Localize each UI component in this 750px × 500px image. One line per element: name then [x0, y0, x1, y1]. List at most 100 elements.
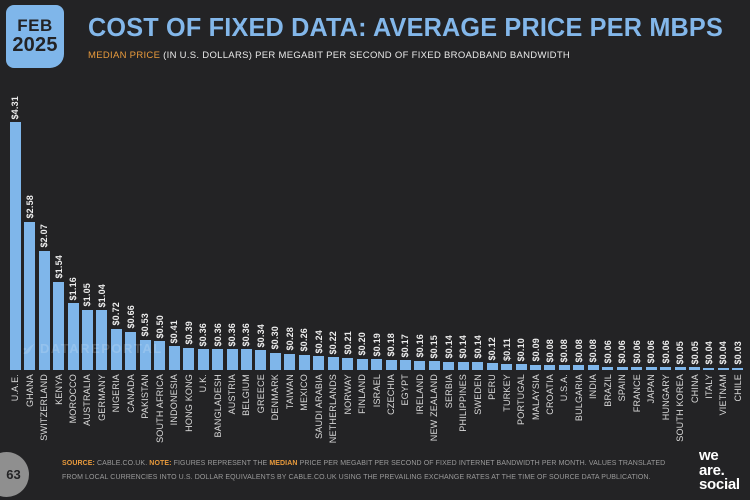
- category-column: MEXICO: [297, 374, 311, 460]
- date-badge: FEB 2025: [6, 5, 64, 68]
- bar-column: $0.18: [384, 92, 398, 370]
- category-column: INDONESIA: [167, 374, 181, 460]
- category-label: BANGLADESH: [212, 374, 223, 438]
- category-label: GHANA: [24, 374, 35, 408]
- note-before: FIGURES REPRESENT THE: [171, 460, 270, 467]
- bar: [24, 221, 36, 370]
- bar-column: $2.07: [37, 92, 51, 370]
- watermark-text: DATAREPORTAL: [40, 341, 163, 356]
- category-label: DENMARK: [270, 374, 281, 421]
- category-label: VIETNAM: [718, 374, 729, 416]
- bar: [602, 366, 614, 370]
- bar-value-label: $0.28: [284, 327, 295, 351]
- bar-column: $0.20: [355, 92, 369, 370]
- bar: [168, 346, 180, 370]
- source-text: CABLE.CO.UK.: [94, 460, 150, 467]
- bar-value-label: $1.54: [53, 254, 64, 279]
- category-label: NETHERLANDS: [328, 374, 339, 444]
- bar: [587, 365, 599, 370]
- category-label: NORWAY: [342, 374, 353, 415]
- bar: [558, 365, 570, 370]
- bar-column: $0.36: [239, 92, 253, 370]
- bar-value-label: $0.20: [357, 331, 368, 356]
- bar-column: $0.26: [297, 92, 311, 370]
- bar-column: $0.08: [543, 92, 557, 370]
- category-label: AUSTRIA: [227, 374, 238, 415]
- bar-column: $2.58: [22, 92, 36, 370]
- category-label: IRELAND: [414, 374, 425, 415]
- category-label: CANADA: [125, 374, 136, 413]
- bar-column: $0.53: [138, 92, 152, 370]
- category-label: TURKEY: [501, 374, 512, 412]
- bar: [660, 366, 672, 370]
- bar-column: $0.72: [109, 92, 123, 370]
- category-label: SOUTH KOREA: [675, 374, 686, 442]
- category-column: SWITZERLAND: [37, 374, 51, 460]
- category-label: CROATIA: [544, 374, 555, 415]
- bar-value-label: $0.08: [573, 338, 584, 363]
- category-column: FINLAND: [355, 374, 369, 460]
- category-label: ITALY: [703, 374, 714, 399]
- bar: [356, 358, 368, 370]
- category-column: KENYA: [51, 374, 65, 460]
- category-column: NETHERLANDS: [326, 374, 340, 460]
- bar-value-label: $0.72: [111, 302, 122, 326]
- bar-column: $0.14: [471, 92, 485, 370]
- bar-value-label: $0.66: [125, 305, 136, 329]
- bar-column: $0.08: [557, 92, 571, 370]
- category-label: TAIWAN: [284, 374, 295, 410]
- category-label: INDIA: [588, 374, 599, 400]
- bar-column: $0.17: [398, 92, 412, 370]
- bar: [327, 357, 339, 370]
- category-column: CZECHIA: [384, 374, 398, 460]
- category-label: PERU: [487, 374, 498, 400]
- category-label: PHILIPPINES: [458, 374, 469, 432]
- category-column: NEW ZEALAND: [427, 374, 441, 460]
- bar: [53, 281, 65, 370]
- bar-column: $0.28: [283, 92, 297, 370]
- bar: [717, 367, 729, 370]
- bar-column: $0.21: [340, 92, 354, 370]
- bar-column: $0.05: [673, 92, 687, 370]
- bar-column: $0.12: [485, 92, 499, 370]
- bar: [732, 368, 744, 370]
- category-column: SPAIN: [615, 374, 629, 460]
- category-column: AUSTRALIA: [80, 374, 94, 460]
- bar-value-label: $0.05: [689, 340, 700, 365]
- bar-column: $1.16: [66, 92, 80, 370]
- bar-column: $0.24: [312, 92, 326, 370]
- bar-value-label: $0.16: [414, 334, 425, 358]
- bar-value-label: $0.50: [154, 314, 165, 339]
- bar-value-label: $0.06: [617, 340, 628, 364]
- bar-value-label: $0.18: [386, 333, 396, 357]
- category-label: SPAIN: [617, 374, 628, 402]
- category-label: U.A.E.: [10, 374, 21, 402]
- bar-column: $0.34: [254, 92, 268, 370]
- bar: [154, 341, 166, 370]
- date-badge-year: 2025: [12, 33, 58, 56]
- source-label: SOURCE:: [62, 460, 95, 467]
- logo-line-are: are.: [699, 461, 725, 479]
- bar: [544, 365, 556, 370]
- datareportal-watermark: DATAREPORTAL: [22, 341, 163, 356]
- bar: [457, 361, 469, 370]
- category-label: SERBIA: [443, 374, 454, 409]
- bar: [240, 349, 252, 370]
- bar-value-label: $2.58: [24, 195, 35, 219]
- category-label: SAUDI ARABIA: [313, 374, 324, 439]
- bar-value-label: $0.19: [371, 332, 382, 357]
- category-label: HUNGARY: [660, 374, 671, 421]
- bar-column: $0.22: [326, 92, 340, 370]
- category-column: PORTUGAL: [514, 374, 528, 460]
- category-column: EGYPT: [398, 374, 412, 460]
- bar-column: $0.50: [153, 92, 167, 370]
- category-column: GREECE: [254, 374, 268, 460]
- bar-value-label: $0.15: [429, 334, 440, 359]
- bar-value-label: $0.09: [530, 338, 541, 362]
- bar-value-label: $0.21: [342, 331, 353, 355]
- logo-line-we: we: [699, 447, 719, 464]
- category-label: CZECHIA: [386, 374, 396, 415]
- header: COST OF FIXED DATA: AVERAGE PRICE PER MB…: [88, 12, 743, 61]
- bar: [573, 365, 585, 370]
- bar: [515, 364, 527, 370]
